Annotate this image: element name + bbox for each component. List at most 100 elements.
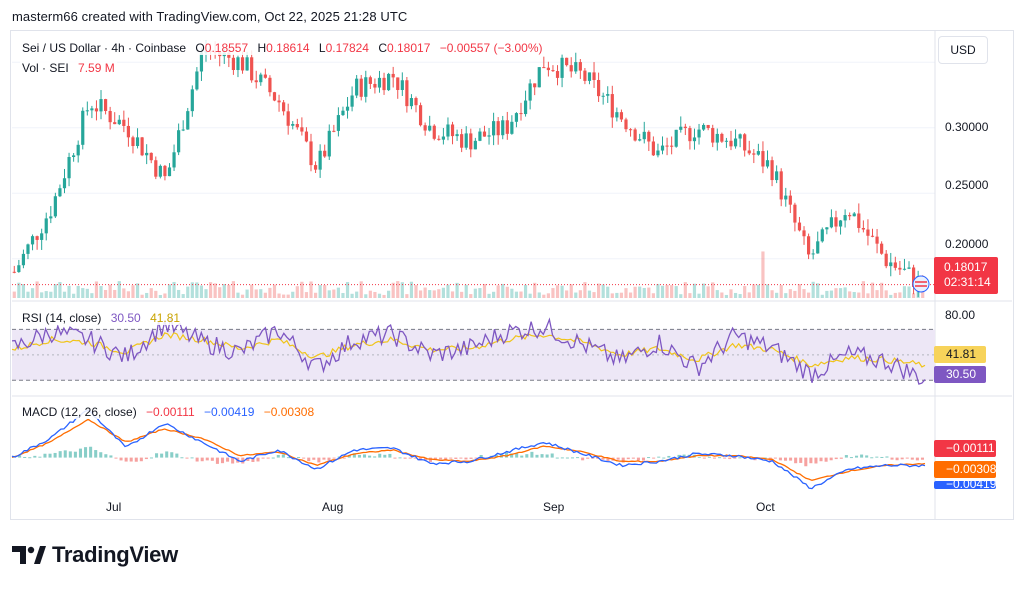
- candle-body: [53, 196, 57, 217]
- candle-body: [756, 151, 760, 155]
- candle-body: [843, 215, 847, 221]
- volume-bar: [103, 289, 108, 298]
- volume-bar: [756, 284, 760, 298]
- candle-body: [231, 57, 236, 71]
- volume-bar: [62, 291, 67, 298]
- volume-bar: [656, 283, 660, 298]
- volume-bar: [126, 291, 131, 298]
- volume-bar: [373, 291, 377, 298]
- candle-body: [391, 73, 395, 78]
- volume-bar: [633, 286, 637, 298]
- macd-histogram-bar: [144, 457, 148, 460]
- macd-histogram-bar: [494, 454, 498, 458]
- macd-legend[interactable]: MACD (12, 26, close) −0.00111 −0.00419 −…: [20, 405, 317, 419]
- volume-bar: [240, 294, 245, 298]
- volume-bar: [17, 282, 21, 298]
- volume-bar: [624, 288, 628, 298]
- macd-histogram-bar: [474, 457, 478, 459]
- candle-body: [309, 141, 313, 166]
- volume-bar: [866, 293, 870, 298]
- candle-body: [437, 138, 441, 140]
- volume-bar: [692, 283, 697, 298]
- volume-bar: [793, 290, 797, 298]
- macd-histogram-bar: [439, 457, 443, 460]
- close-value: 0.18017: [387, 41, 431, 55]
- close-label: C: [378, 41, 387, 55]
- macd-histogram-bar: [444, 457, 448, 460]
- macd-histogram-bar: [576, 457, 580, 459]
- tradingview-logo-icon: [12, 546, 46, 564]
- candle-body: [779, 171, 783, 200]
- volume-bar: [902, 286, 907, 298]
- macd-histogram-bar: [205, 457, 209, 461]
- macd-histogram-bar: [809, 457, 813, 464]
- candle-body: [405, 80, 409, 107]
- macd-histogram-bar: [469, 457, 473, 459]
- volume-bar: [752, 284, 756, 298]
- volume-bar: [492, 291, 496, 298]
- volume-bar: [30, 288, 35, 298]
- symbol-label[interactable]: Sei / US Dollar · 4h · Coinbase: [22, 41, 187, 55]
- macd-histogram-bar: [647, 457, 651, 459]
- main-legend[interactable]: Sei / US Dollar · 4h · Coinbase O0.18557…: [20, 41, 545, 55]
- candle-body: [359, 78, 363, 97]
- volume-bar: [848, 291, 852, 298]
- macd-line: [11, 409, 926, 490]
- macd-histogram-bar: [155, 453, 159, 458]
- volume-bar: [615, 292, 619, 298]
- macd-histogram-bar: [875, 456, 879, 458]
- volume-bar: [432, 290, 436, 298]
- candle-body: [875, 236, 879, 244]
- rsi-label: RSI (14, close): [22, 311, 102, 325]
- macd-histogram-bar: [38, 456, 42, 458]
- volume-bar: [327, 290, 331, 298]
- macd-histogram-bar: [454, 457, 458, 459]
- volume-bar: [747, 292, 751, 298]
- macd-histogram-bar: [362, 454, 367, 458]
- rsi-legend[interactable]: RSI (14, close) 30.50 41.81: [20, 311, 183, 325]
- volume-bar: [738, 294, 742, 298]
- bar-countdown: 02:31:14: [944, 275, 991, 289]
- macd-histogram-bar: [266, 457, 270, 459]
- candle-body: [327, 130, 331, 157]
- volume-bar: [761, 251, 765, 298]
- macd-histogram-bar: [763, 457, 767, 459]
- candle-body: [387, 73, 391, 91]
- candle-body: [523, 100, 528, 115]
- country-flag-icon: [912, 275, 930, 293]
- candle-body: [487, 135, 491, 137]
- volume-bar: [441, 287, 445, 298]
- volume-bar: [332, 289, 336, 298]
- volume-bar: [76, 285, 80, 298]
- macd-histogram-bar: [449, 457, 453, 459]
- candle-body: [793, 204, 797, 223]
- candle-body: [852, 213, 856, 217]
- candle-body: [587, 72, 592, 81]
- candle-body: [889, 262, 893, 267]
- candle-body: [295, 124, 299, 128]
- candle-body: [190, 89, 194, 112]
- macd-histogram-bar: [723, 457, 727, 459]
- macd-histogram-bar: [799, 457, 803, 463]
- macd-histogram-bar: [707, 456, 711, 458]
- candle-body: [304, 131, 309, 142]
- candle-body: [880, 243, 884, 254]
- volume-bar: [642, 287, 646, 298]
- macd-histogram-bar: [403, 457, 407, 459]
- macd-histogram-bar: [423, 457, 427, 461]
- last-price-tag: 0.18017 02:31:14: [934, 257, 998, 294]
- volume-bar: [587, 290, 592, 298]
- chart-frame[interactable]: [10, 30, 1014, 520]
- macd-histogram-bar: [220, 457, 225, 464]
- candle-body: [692, 137, 697, 142]
- volume-bar: [199, 285, 204, 298]
- candle-body: [583, 70, 587, 81]
- candle-body: [245, 57, 249, 71]
- currency-button[interactable]: USD: [938, 36, 988, 64]
- macd-histogram-bar: [728, 457, 732, 460]
- volume-legend[interactable]: Vol · SEI 7.59 M: [20, 61, 117, 75]
- volume-bar: [889, 294, 893, 298]
- candle-body: [291, 124, 295, 126]
- candle-body: [656, 150, 660, 156]
